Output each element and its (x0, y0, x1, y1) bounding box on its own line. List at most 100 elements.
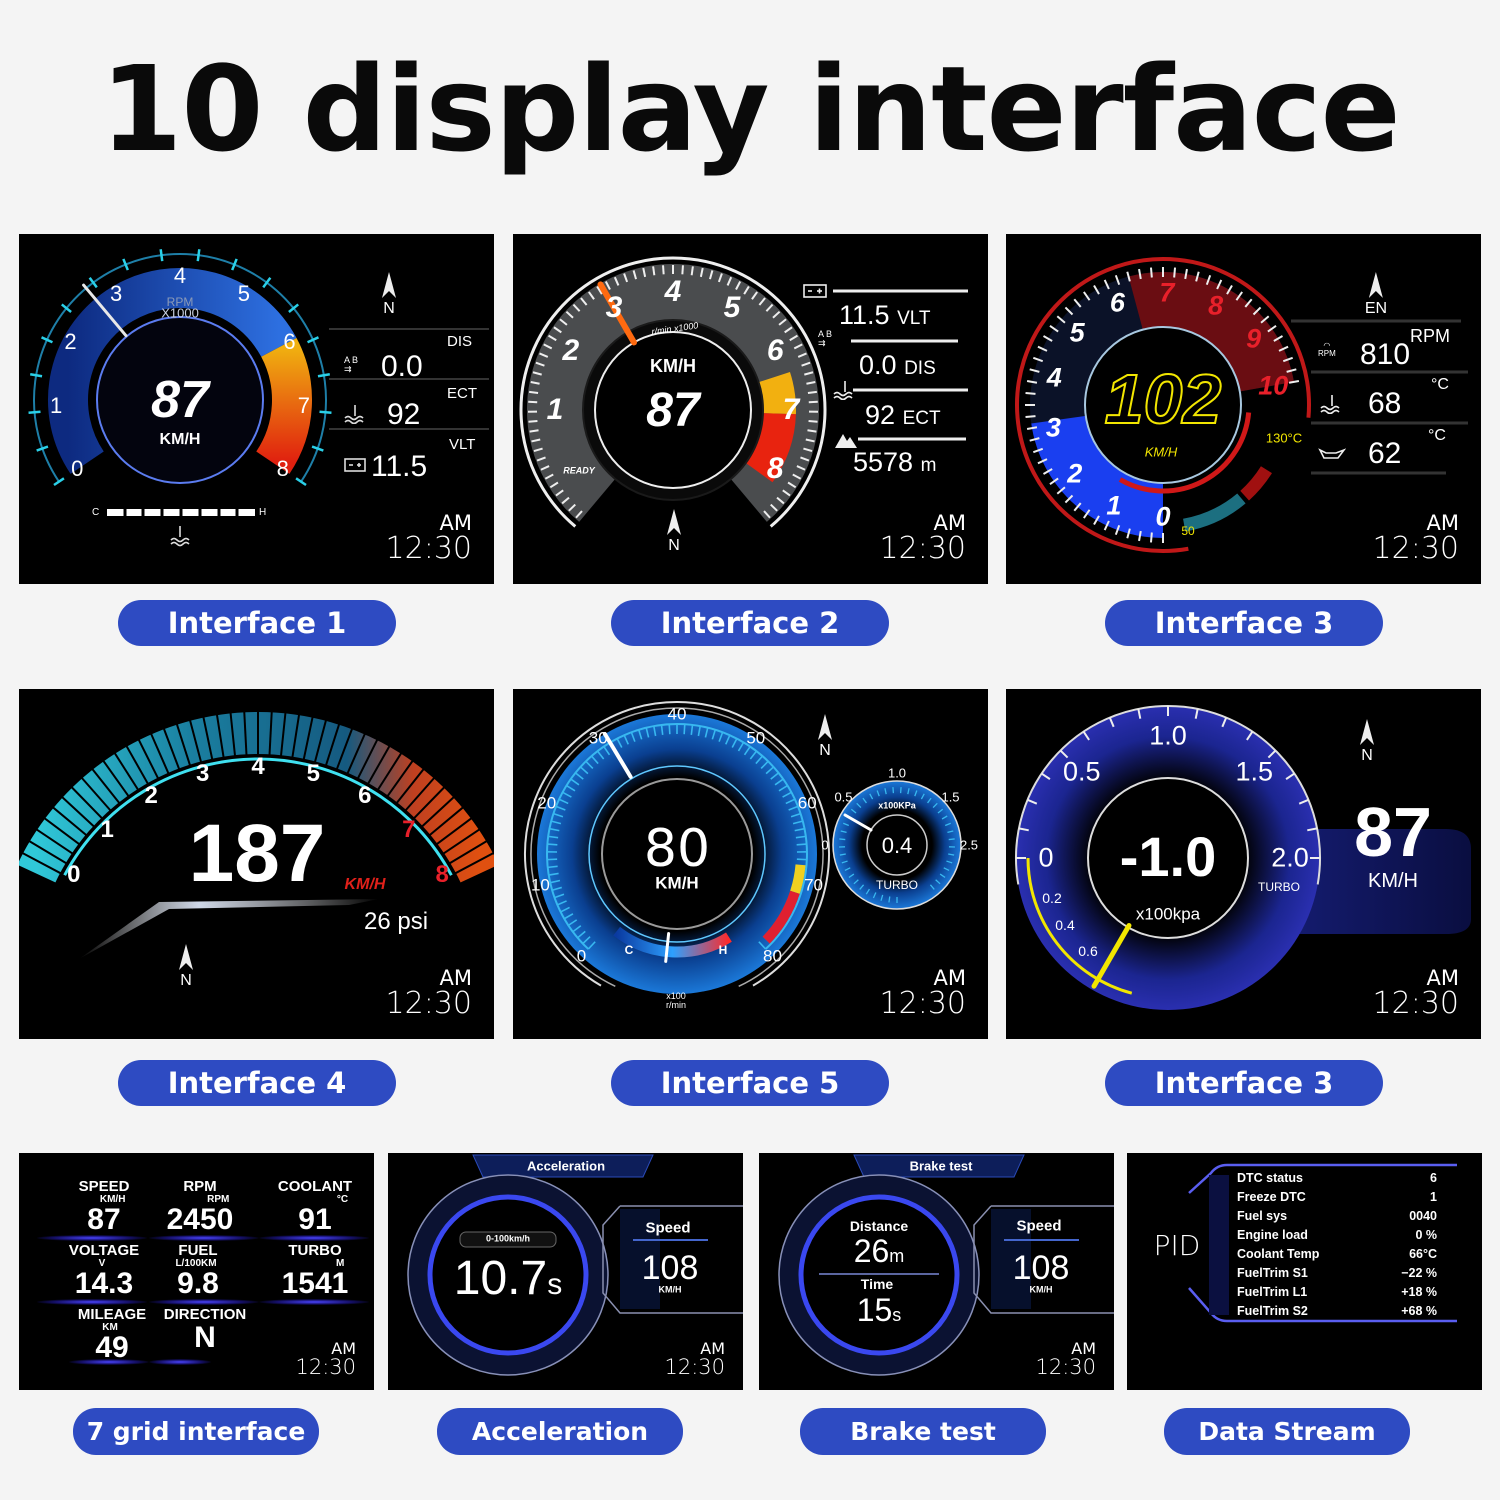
tick-mark (532, 371, 542, 376)
tick-mark (1126, 271, 1131, 282)
tick-mark (709, 270, 714, 280)
tick-mark (782, 489, 791, 497)
inner-scale-label: 0.6 (1078, 943, 1098, 959)
gauge-scale-label: 0 (576, 946, 587, 966)
header-title: Brake test (909, 1158, 973, 1174)
tick-mark (1288, 380, 1300, 384)
rpm-needle (82, 283, 128, 338)
cell-value: 87 (87, 1203, 121, 1236)
cell-label: SPEED (78, 1178, 130, 1195)
tick-mark (937, 808, 944, 814)
tick-mark (307, 336, 319, 344)
gauge-scale-label: 0.5 (1062, 756, 1101, 787)
tick-mark (763, 510, 771, 519)
pid-label: Fuel sys (1237, 1209, 1288, 1223)
tick-mark (288, 303, 300, 313)
tick-mark (704, 727, 709, 738)
tick-mark (568, 503, 576, 512)
tick-mark (637, 729, 643, 740)
rpm-red-zone (762, 890, 800, 944)
battery-icon (803, 284, 827, 298)
tick-mark (865, 888, 870, 895)
tick-mark (850, 808, 857, 814)
tick-mark (784, 326, 793, 334)
distance-unit: m (889, 1246, 905, 1266)
tick-mark (888, 896, 891, 903)
pid-label: FuelTrim S1 (1237, 1266, 1308, 1280)
tick-mark (561, 496, 570, 505)
tick-mark (630, 731, 636, 742)
cell-value: 1541 (281, 1267, 349, 1300)
tick-mark (856, 802, 862, 809)
cell-value: 14.3 (74, 1267, 134, 1300)
tick-mark (884, 788, 887, 795)
gauge-scale-label: 20 (537, 793, 557, 813)
tick-mark (726, 276, 733, 286)
coolant-needle (664, 932, 671, 963)
gauge-scale-label: 2 (1067, 458, 1083, 489)
tick-mark (789, 334, 798, 342)
header-tab (472, 1154, 654, 1178)
tick-mark (793, 343, 803, 350)
clock-time: 12:30 (295, 1355, 356, 1379)
tick-mark (1025, 415, 1036, 419)
tick-mark (804, 371, 814, 376)
tick-mark (559, 318, 568, 326)
tick-mark (124, 744, 150, 786)
value-underglow (37, 1235, 147, 1241)
grid-cell-mileage: MILEAGE KM 49 (78, 1307, 146, 1363)
tick-mark (776, 496, 785, 505)
rpm-red-zone (744, 412, 796, 483)
tick-mark (1082, 731, 1090, 741)
rpm-icon: ◠ RPM (1318, 341, 1336, 358)
tick-mark (1093, 284, 1100, 295)
tick-mark (547, 865, 558, 869)
range-badge (459, 1231, 557, 1248)
time-unit: s (892, 1305, 902, 1325)
tick-mark (585, 760, 594, 770)
distance-label: Distance (849, 1218, 909, 1234)
cell-label: RPM (183, 1178, 217, 1195)
speed-dial (1084, 326, 1242, 484)
clock: AM 12:30 (1373, 513, 1459, 564)
tick-mark (555, 805, 566, 811)
tick-mark (711, 729, 717, 740)
pid-value: +18 % (1401, 1285, 1437, 1299)
grid-cell-coolant: COOLANT °C 91 (278, 1179, 352, 1235)
tick-mark (113, 751, 140, 792)
tick-mark (562, 791, 572, 798)
tick-mark (533, 447, 543, 453)
tick-mark (335, 726, 354, 771)
tick-mark (550, 879, 561, 884)
gauge-scale-label: 2 (144, 782, 158, 809)
grid-cell-voltage: VOLTAGE V 14.3 (69, 1243, 139, 1299)
pid-label: DTC status (1237, 1171, 1303, 1185)
tick-mark (613, 276, 620, 286)
tick-mark (427, 805, 465, 837)
tick-mark (420, 795, 456, 829)
tick-mark (792, 473, 802, 480)
tick-mark (725, 734, 731, 745)
tick-mark (1137, 708, 1142, 719)
tick-mark (862, 797, 867, 804)
cell-value: 2450 (166, 1203, 234, 1236)
tick-mark (395, 767, 426, 805)
tick-mark (869, 793, 874, 800)
tick-mark (231, 258, 238, 271)
tick-mark (587, 941, 596, 950)
tick-mark (690, 266, 694, 276)
pid-label: FuelTrim L1 (1237, 1285, 1308, 1299)
gauge-scale-label: 0 (71, 456, 84, 482)
temp-hot-label: H (259, 507, 267, 518)
clock: AM 12:30 (1373, 968, 1459, 1019)
speed-unit: KM/H (650, 356, 696, 376)
tick-mark (1282, 356, 1294, 363)
distance-unit: DIS (904, 358, 936, 379)
tick-mark (366, 744, 392, 786)
speed-dial-ring (588, 765, 766, 943)
grid-cell-fuel: FUEL L/100KM 9.8 (175, 1243, 220, 1299)
rpm-unit: X1000 (161, 305, 199, 321)
tick-mark (1108, 717, 1115, 728)
compass: N (382, 272, 396, 317)
clock-time: 12:30 (1372, 531, 1459, 566)
